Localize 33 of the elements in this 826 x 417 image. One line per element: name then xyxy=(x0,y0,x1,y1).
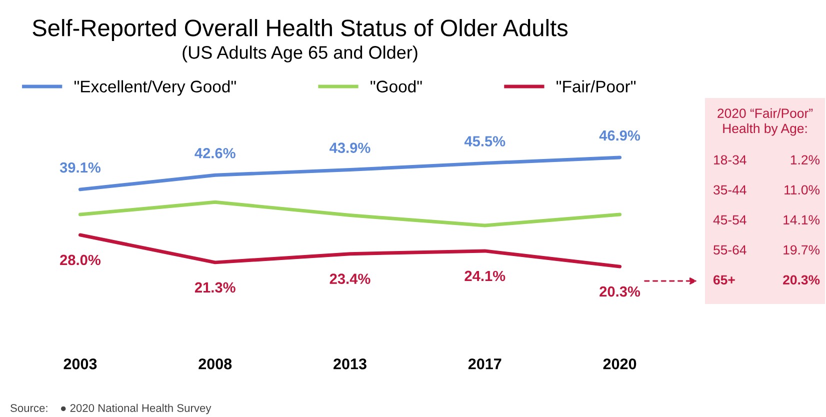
data-label: 24.1% xyxy=(464,270,506,282)
data-label: 43.9% xyxy=(330,142,370,154)
data-label: 23.4% xyxy=(330,274,370,284)
text: 45-54 xyxy=(713,215,746,225)
text: 55-64 xyxy=(714,245,746,255)
text: 35-44 xyxy=(714,185,746,195)
text: 2020 “Fair/Poor” Health by Age: xyxy=(718,108,813,136)
text: 20.3% xyxy=(783,275,820,285)
data-label: 20.3% xyxy=(600,286,640,297)
text: 14.1% xyxy=(784,215,820,224)
x-tick-label: 2003 xyxy=(64,358,97,370)
x-tick-label: 2013 xyxy=(334,358,366,370)
x-tick-label: 2017 xyxy=(468,358,502,370)
text: 18-34 xyxy=(714,155,746,165)
legend-label: "Good" xyxy=(370,80,422,92)
x-tick-label: 2008 xyxy=(198,358,232,370)
data-label: 21.3% xyxy=(194,282,236,293)
data-label: 42.6% xyxy=(194,148,236,158)
source-note: Source: xyxy=(10,404,48,412)
text: ● 2020 National Health Survey xyxy=(60,404,212,414)
data-label: 28.0% xyxy=(60,254,101,266)
text: 1.2% xyxy=(790,155,820,164)
legend-label: "Fair/Poor" xyxy=(556,80,636,92)
text: 11.0% xyxy=(784,185,820,195)
chart-subtitle: (US Adults Age 65 and Older) xyxy=(182,46,418,62)
x-tick-label: 2020 xyxy=(603,358,636,370)
legend-label: "Excellent/Very Good" xyxy=(74,80,236,96)
text: 19.7% xyxy=(784,245,820,255)
chart-title: Self-Reported Overall Health Status of Older Adults xyxy=(32,18,568,42)
data-label: 45.5% xyxy=(464,136,506,146)
data-label: 39.1% xyxy=(60,162,101,173)
data-label: 46.9% xyxy=(599,130,640,141)
text: 65+ xyxy=(713,275,735,285)
